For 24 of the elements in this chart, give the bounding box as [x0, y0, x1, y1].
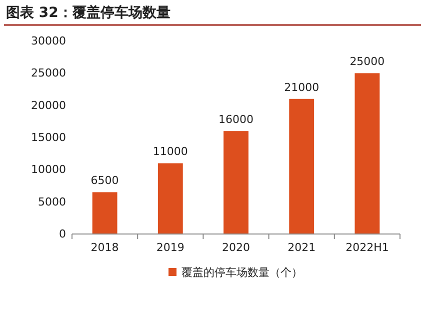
- data-label: 21000: [284, 80, 320, 94]
- x-tick-label: 2018: [90, 240, 119, 254]
- data-label: 16000: [218, 113, 254, 126]
- x-tick-label: 2020: [222, 240, 250, 254]
- bar: [158, 163, 183, 234]
- bar: [354, 73, 380, 234]
- y-tick-label: 20000: [31, 98, 66, 112]
- x-tick-label: 2019: [156, 240, 184, 254]
- y-tick-label: 10000: [31, 163, 66, 176]
- chart-title: 图表 32：覆盖停车场数量: [6, 4, 170, 21]
- bar: [92, 192, 118, 234]
- y-tick-label: 25000: [31, 66, 66, 80]
- data-label: 25000: [350, 55, 385, 68]
- x-tick-label: 2022H1: [346, 240, 389, 254]
- y-tick-label: 15000: [31, 131, 66, 144]
- bar: [224, 131, 248, 234]
- data-label: 11000: [152, 145, 188, 158]
- legend-label: 覆盖的停车场数量（个）: [182, 266, 302, 279]
- y-tick-label: 5000: [38, 195, 66, 208]
- x-tick-label: 2021: [288, 240, 316, 254]
- y-tick-label: 30000: [31, 34, 66, 48]
- data-label: 6500: [90, 174, 119, 188]
- y-tick-label: 0: [59, 228, 66, 241]
- bar: [289, 98, 314, 234]
